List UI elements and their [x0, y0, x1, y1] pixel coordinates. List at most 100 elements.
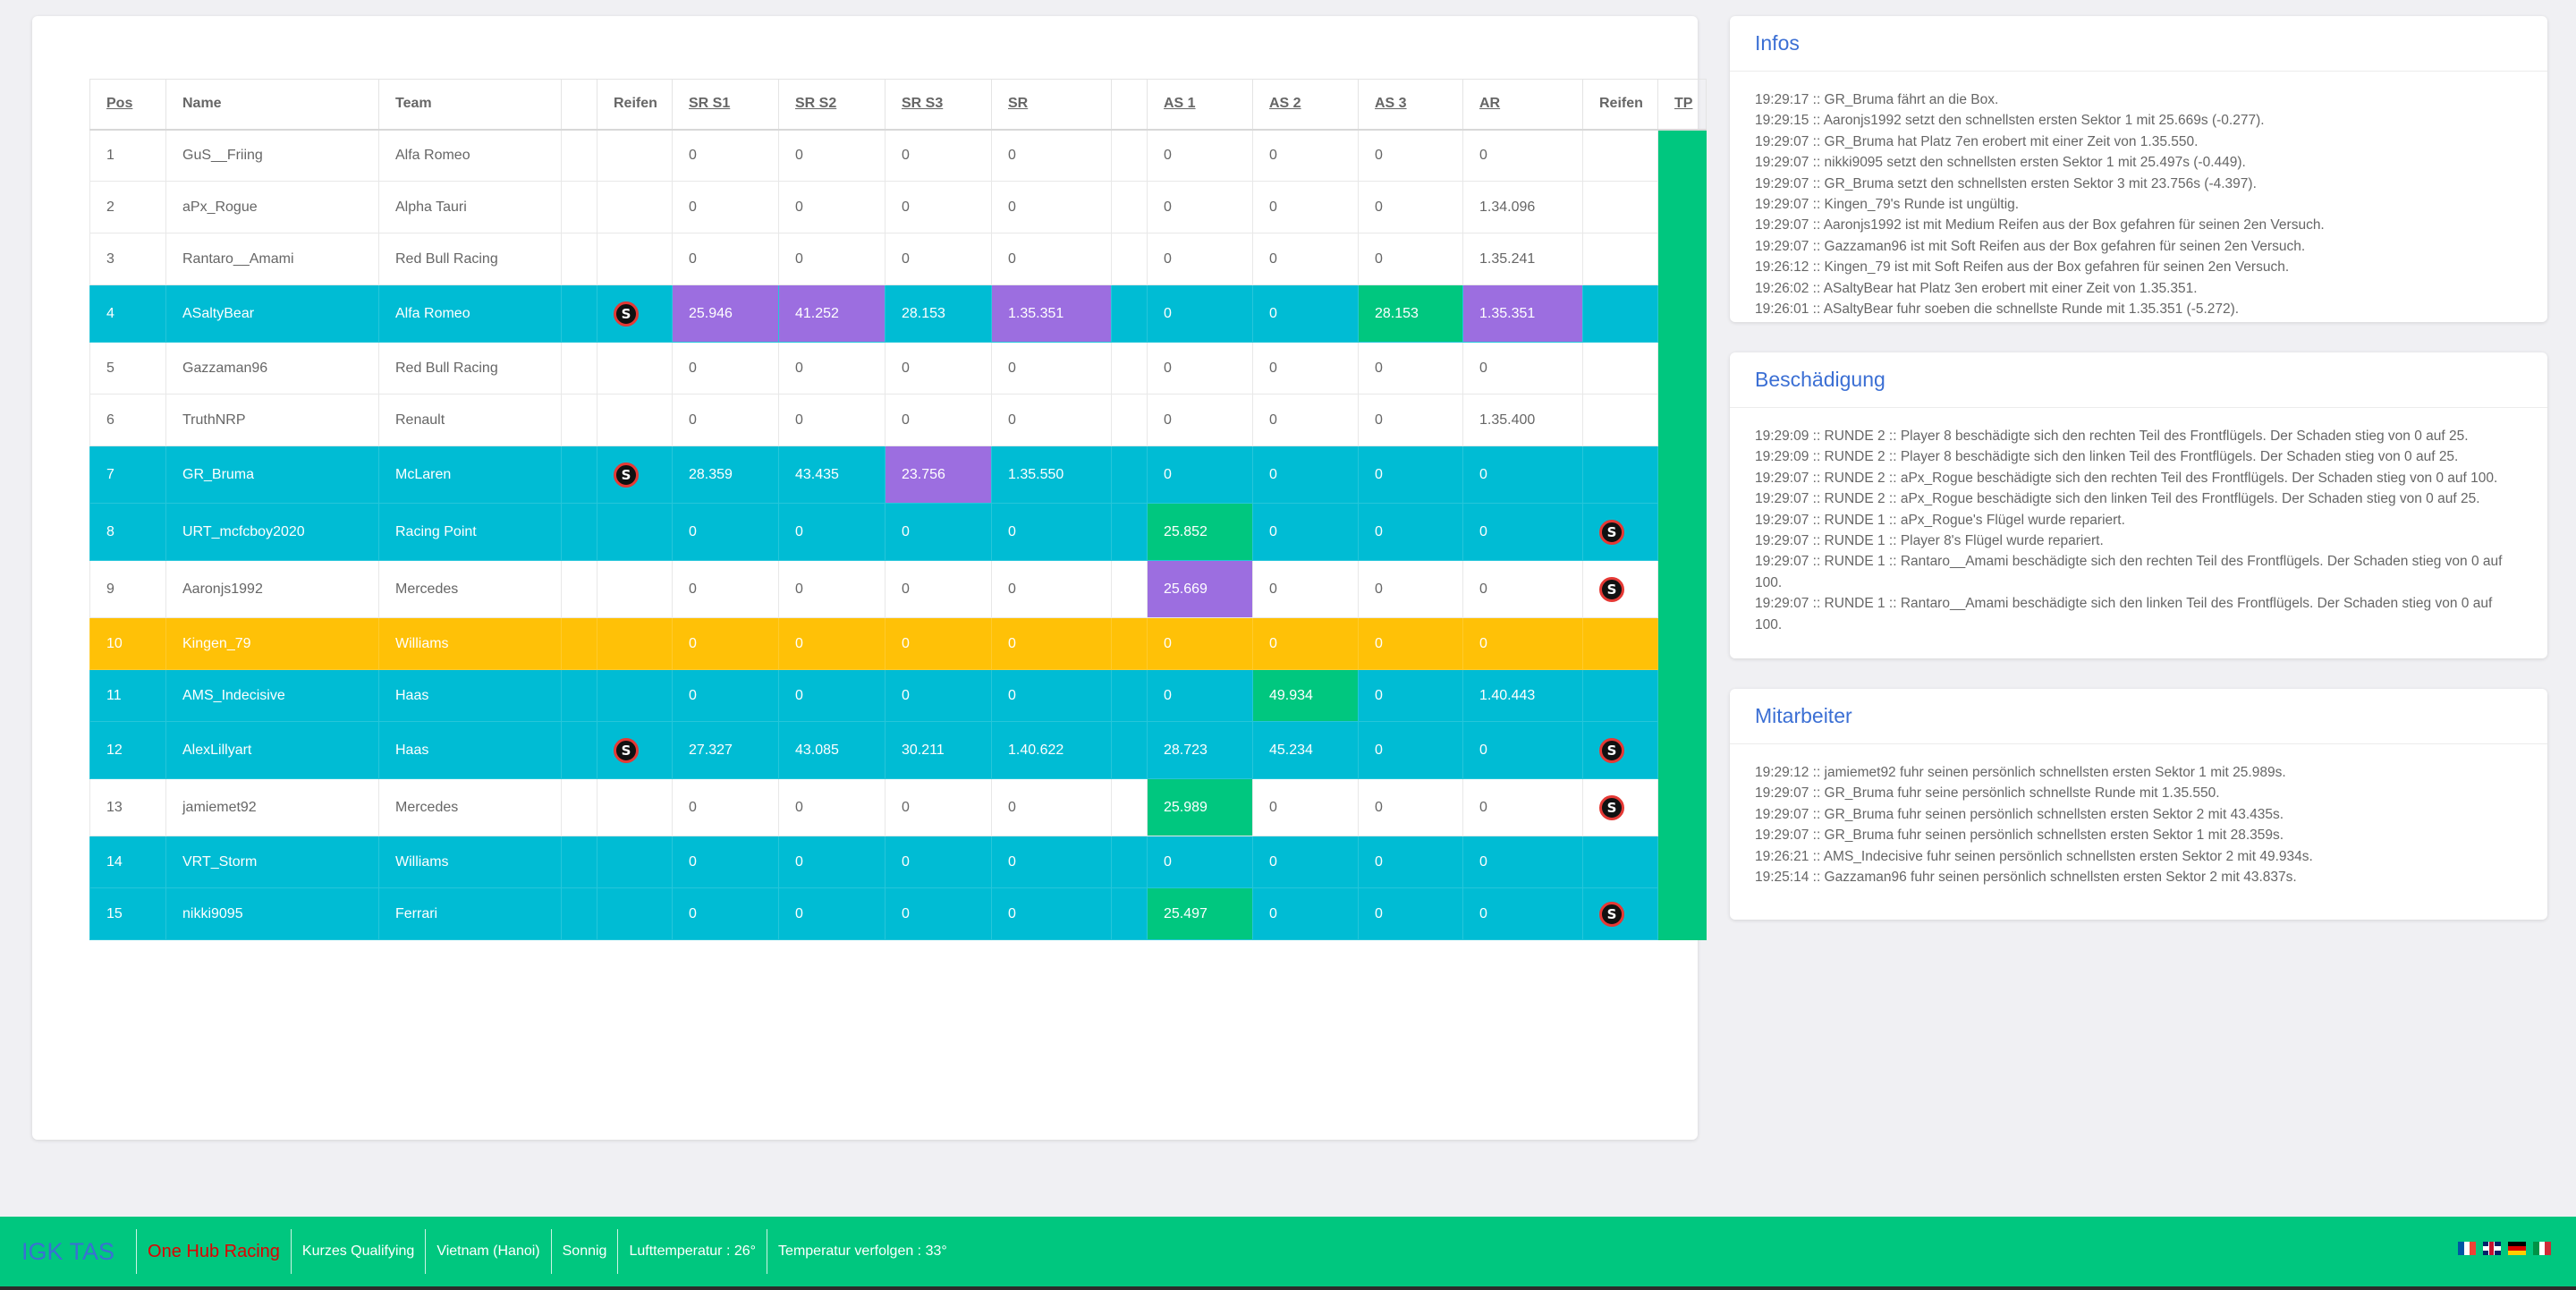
cell-as1: 0 [1147, 129, 1253, 182]
table-row[interactable]: 7 GR_Bruma McLaren S 28.359 43.435 23.756 1.35.… [89, 446, 1707, 504]
col-header-as3[interactable]: AS 3 [1358, 79, 1463, 131]
tyre-cell: S [597, 446, 673, 504]
col-header-pos[interactable]: Pos [89, 79, 166, 131]
tyre-cell: S [597, 721, 673, 779]
cell-name: URT_mcfcboy2020 [165, 503, 379, 561]
flag-uk-icon[interactable] [2483, 1242, 2501, 1255]
cell-sr1: 0 [672, 778, 779, 836]
col-header-as1[interactable]: AS 1 [1147, 79, 1253, 131]
cell-pos: 6 [89, 394, 166, 446]
table-row[interactable]: 5 Gazzaman96 Red Bull Racing 0 0 0 0 0 0 0 0 [89, 342, 1707, 395]
soft-tyre-icon: S [1599, 737, 1624, 763]
tp-cell [1657, 394, 1707, 446]
tyre-cell [597, 503, 673, 561]
cell-pos: 9 [89, 560, 166, 618]
standings-table: Pos Name Team Reifen SR S1 SR S2 SR S3 S… [89, 79, 1707, 940]
col-header-sr[interactable]: SR [991, 79, 1112, 131]
table-row[interactable]: 14 VRT_Storm Williams 0 0 0 0 0 0 0 0 [89, 836, 1707, 888]
table-row[interactable]: 13 jamiemet92 Mercedes 0 0 0 0 25.989 0 0 0 S [89, 778, 1707, 836]
col-header-team: Team [378, 79, 562, 131]
cell-name: ASaltyBear [165, 284, 379, 343]
table-row[interactable]: 11 AMS_Indecisive Haas 0 0 0 0 0 49.934 0 1.40.443 [89, 669, 1707, 722]
cell-sr3: 0 [885, 129, 992, 182]
cell-sr3: 0 [885, 503, 992, 561]
staff-log[interactable]: 19:29:12 :: jamiemet92 fuhr seinen persö… [1730, 744, 2547, 887]
table-row[interactable]: 8 URT_mcfcboy2020 Racing Point 0 0 0 0 25.852 0 0… [89, 503, 1707, 561]
table-row[interactable]: 15 nikki9095 Ferrari 0 0 0 0 25.497 0 0 0 S [89, 887, 1707, 940]
log-entry: 19:29:07 :: RUNDE 1 :: Player 8's Flügel… [1755, 533, 2104, 549]
table-row[interactable]: 2 aPx_Rogue Alpha Tauri 0 0 0 0 0 0 0 1.34.096 [89, 181, 1707, 233]
damage-log[interactable]: 19:29:09 :: RUNDE 2 :: Player 8 beschädi… [1730, 408, 2547, 657]
blank-cell [1111, 669, 1148, 722]
flag-fr-icon[interactable] [2458, 1242, 2477, 1255]
cell-as2: 45.234 [1252, 721, 1359, 779]
col-header-sr-s2[interactable]: SR S2 [778, 79, 886, 131]
cell-sr2: 41.252 [778, 284, 886, 343]
brand-logo[interactable]: IGK TAS [21, 1237, 115, 1265]
cell-as3: 0 [1358, 446, 1463, 504]
tyre-cell [597, 233, 673, 285]
cell-team: Red Bull Racing [378, 233, 562, 285]
col-header-as2[interactable]: AS 2 [1252, 79, 1359, 131]
log-entry: 19:29:07 :: RUNDE 2 :: aPx_Rogue beschäd… [1755, 470, 2498, 486]
tyre-cell-2: S [1582, 887, 1658, 940]
blank-cell [561, 129, 597, 182]
col-header-sr-s1[interactable]: SR S1 [672, 79, 779, 131]
cell-as3: 0 [1358, 778, 1463, 836]
table-row[interactable]: 9 Aaronjs1992 Mercedes 0 0 0 0 25.669 0 0 0 S [89, 560, 1707, 618]
blank-cell [561, 181, 597, 233]
col-header-ar[interactable]: AR [1462, 79, 1583, 131]
cell-sr3: 0 [885, 560, 992, 618]
cell-sr: 1.35.351 [991, 284, 1112, 343]
log-entry: 19:29:09 :: RUNDE 2 :: Player 8 beschädi… [1755, 429, 2469, 444]
cell-team: Alfa Romeo [378, 129, 562, 182]
cell-as3: 28.153 [1358, 284, 1463, 343]
blank-cell [561, 342, 597, 395]
tp-cell [1657, 836, 1707, 888]
cell-sr: 1.35.550 [991, 446, 1112, 504]
log-entry: 19:29:15 :: Aaronjs1992 setzt den schnel… [1755, 113, 2265, 129]
table-row[interactable]: 1 GuS__Friing Alfa Romeo 0 0 0 0 0 0 0 0 [89, 129, 1707, 182]
blank-cell [561, 778, 597, 836]
cell-team: Williams [378, 836, 562, 888]
cell-sr: 0 [991, 181, 1112, 233]
blank-cell [1111, 721, 1148, 779]
cell-as3: 0 [1358, 342, 1463, 395]
table-row[interactable]: 6 TruthNRP Renault 0 0 0 0 0 0 0 1.35.400 [89, 394, 1707, 446]
flag-de-icon[interactable] [2508, 1242, 2526, 1255]
cell-as3: 0 [1358, 560, 1463, 618]
cell-as3: 0 [1358, 233, 1463, 285]
col-header-sr-s3[interactable]: SR S3 [885, 79, 992, 131]
cell-pos: 3 [89, 233, 166, 285]
table-row[interactable]: 4 ASaltyBear Alfa Romeo S 25.946 41.252 28.153… [89, 284, 1707, 343]
cell-sr3: 0 [885, 669, 992, 722]
table-row[interactable]: 12 AlexLillyart Haas S 27.327 43.085 30.211 1.4… [89, 721, 1707, 779]
table-row[interactable]: 3 Rantaro__Amami Red Bull Racing 0 0 0 0 0 0 0 1.3… [89, 233, 1707, 285]
blank-cell [561, 284, 597, 343]
track-temperature: Temperatur verfolgen : 33° [767, 1229, 958, 1274]
tp-cell [1657, 560, 1707, 618]
blank-cell [561, 394, 597, 446]
cell-pos: 14 [89, 836, 166, 888]
cell-sr1: 0 [672, 503, 779, 561]
cell-sr2: 0 [778, 503, 886, 561]
cell-sr1: 0 [672, 394, 779, 446]
blank-cell [1111, 778, 1148, 836]
tyre-cell [597, 394, 673, 446]
flag-it-icon[interactable] [2533, 1242, 2552, 1255]
blank-cell [1111, 836, 1148, 888]
blank-cell [561, 669, 597, 722]
cell-sr3: 0 [885, 617, 992, 670]
infos-log[interactable]: 19:29:17 :: GR_Bruma fährt an die Box. 19… [1730, 72, 2547, 320]
col-header-tp[interactable]: TP [1657, 79, 1707, 131]
cell-ar: 0 [1462, 446, 1583, 504]
cell-sr: 0 [991, 503, 1112, 561]
cell-sr1: 0 [672, 129, 779, 182]
cell-ar: 0 [1462, 129, 1583, 182]
soft-tyre-icon: S [1599, 519, 1624, 545]
log-entry: 19:29:07 :: RUNDE 2 :: aPx_Rogue beschäd… [1755, 491, 2480, 507]
table-row[interactable]: 10 Kingen_79 Williams 0 0 0 0 0 0 0 0 [89, 617, 1707, 670]
cell-as1: 0 [1147, 394, 1253, 446]
blank-cell [561, 446, 597, 504]
tp-cell [1657, 342, 1707, 395]
